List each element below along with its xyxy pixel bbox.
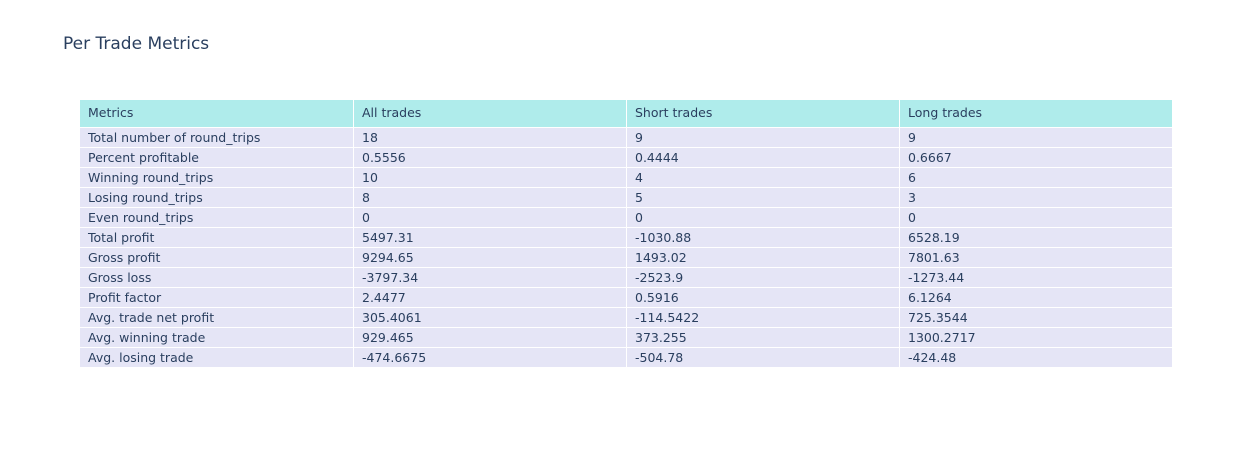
metric-value-cell: 6 bbox=[899, 168, 1172, 188]
metric-value-cell: 9 bbox=[899, 128, 1172, 148]
metric-value-cell: 3 bbox=[899, 188, 1172, 208]
header-cell: Short trades bbox=[626, 100, 899, 128]
table-row: Total number of round_trips 18 9 9 bbox=[80, 128, 1172, 148]
metric-value-cell: 305.4061 bbox=[353, 308, 626, 328]
table-row: Profit factor 2.4477 0.5916 6.1264 bbox=[80, 288, 1172, 308]
table-row: Even round_trips 0 0 0 bbox=[80, 208, 1172, 228]
metric-name-cell: Avg. trade net profit bbox=[80, 308, 353, 328]
metric-value-cell: -1030.88 bbox=[626, 228, 899, 248]
metric-value-cell: 1300.2717 bbox=[899, 328, 1172, 348]
metric-value-cell: 5497.31 bbox=[353, 228, 626, 248]
metric-value-cell: 6.1264 bbox=[899, 288, 1172, 308]
metric-value-cell: 0 bbox=[899, 208, 1172, 228]
table-row: Avg. losing trade -474.6675 -504.78 -424.48 bbox=[80, 348, 1172, 368]
metric-name-cell: Percent profitable bbox=[80, 148, 353, 168]
metric-value-cell: 2.4477 bbox=[353, 288, 626, 308]
metric-value-cell: 725.3544 bbox=[899, 308, 1172, 328]
metric-value-cell: 8 bbox=[353, 188, 626, 208]
metric-value-cell: 0.5916 bbox=[626, 288, 899, 308]
table-row: Avg. trade net profit 305.4061 -114.5422 72… bbox=[80, 308, 1172, 328]
metric-value-cell: -424.48 bbox=[899, 348, 1172, 368]
table-row: Percent profitable 0.5556 0.4444 0.6667 bbox=[80, 148, 1172, 168]
table-body: Total number of round_trips 18 9 9 Percent p… bbox=[80, 128, 1172, 368]
metric-value-cell: 1493.02 bbox=[626, 248, 899, 268]
metric-value-cell: 7801.63 bbox=[899, 248, 1172, 268]
metric-value-cell: 9294.65 bbox=[353, 248, 626, 268]
metric-name-cell: Profit factor bbox=[80, 288, 353, 308]
metric-value-cell: -3797.34 bbox=[353, 268, 626, 288]
metric-name-cell: Total profit bbox=[80, 228, 353, 248]
header-cell: Metrics bbox=[80, 100, 353, 128]
metric-name-cell: Avg. losing trade bbox=[80, 348, 353, 368]
metric-name-cell: Losing round_trips bbox=[80, 188, 353, 208]
metric-value-cell: 18 bbox=[353, 128, 626, 148]
header-cell: Long trades bbox=[899, 100, 1172, 128]
metric-name-cell: Even round_trips bbox=[80, 208, 353, 228]
header-cell: All trades bbox=[353, 100, 626, 128]
metric-value-cell: -474.6675 bbox=[353, 348, 626, 368]
metric-name-cell: Gross profit bbox=[80, 248, 353, 268]
metric-value-cell: 6528.19 bbox=[899, 228, 1172, 248]
metric-value-cell: 5 bbox=[626, 188, 899, 208]
metric-value-cell: -504.78 bbox=[626, 348, 899, 368]
metric-name-cell: Avg. winning trade bbox=[80, 328, 353, 348]
table-row: Avg. winning trade 929.465 373.255 1300.271… bbox=[80, 328, 1172, 348]
metric-name-cell: Total number of round_trips bbox=[80, 128, 353, 148]
table-row: Total profit 5497.31 -1030.88 6528.19 bbox=[80, 228, 1172, 248]
table-row: Gross profit 9294.65 1493.02 7801.63 bbox=[80, 248, 1172, 268]
metric-value-cell: 10 bbox=[353, 168, 626, 188]
metric-value-cell: 0 bbox=[353, 208, 626, 228]
metric-value-cell: -114.5422 bbox=[626, 308, 899, 328]
metrics-table: Metrics All trades Short trades Long tra… bbox=[80, 100, 1172, 368]
metric-name-cell: Gross loss bbox=[80, 268, 353, 288]
metric-value-cell: 0.4444 bbox=[626, 148, 899, 168]
table-header-row: Metrics All trades Short trades Long tra… bbox=[80, 100, 1172, 128]
chart-title: Per Trade Metrics bbox=[63, 34, 210, 54]
metric-value-cell: 0.5556 bbox=[353, 148, 626, 168]
metric-value-cell: 0.6667 bbox=[899, 148, 1172, 168]
table-row: Losing round_trips 8 5 3 bbox=[80, 188, 1172, 208]
metric-value-cell: 929.465 bbox=[353, 328, 626, 348]
metric-value-cell: 373.255 bbox=[626, 328, 899, 348]
metric-value-cell: 4 bbox=[626, 168, 899, 188]
metric-name-cell: Winning round_trips bbox=[80, 168, 353, 188]
table-row: Gross loss -3797.34 -2523.9 -1273.44 bbox=[80, 268, 1172, 288]
metric-value-cell: -1273.44 bbox=[899, 268, 1172, 288]
metric-value-cell: 9 bbox=[626, 128, 899, 148]
metric-value-cell: -2523.9 bbox=[626, 268, 899, 288]
table-row: Winning round_trips 10 4 6 bbox=[80, 168, 1172, 188]
metric-value-cell: 0 bbox=[626, 208, 899, 228]
